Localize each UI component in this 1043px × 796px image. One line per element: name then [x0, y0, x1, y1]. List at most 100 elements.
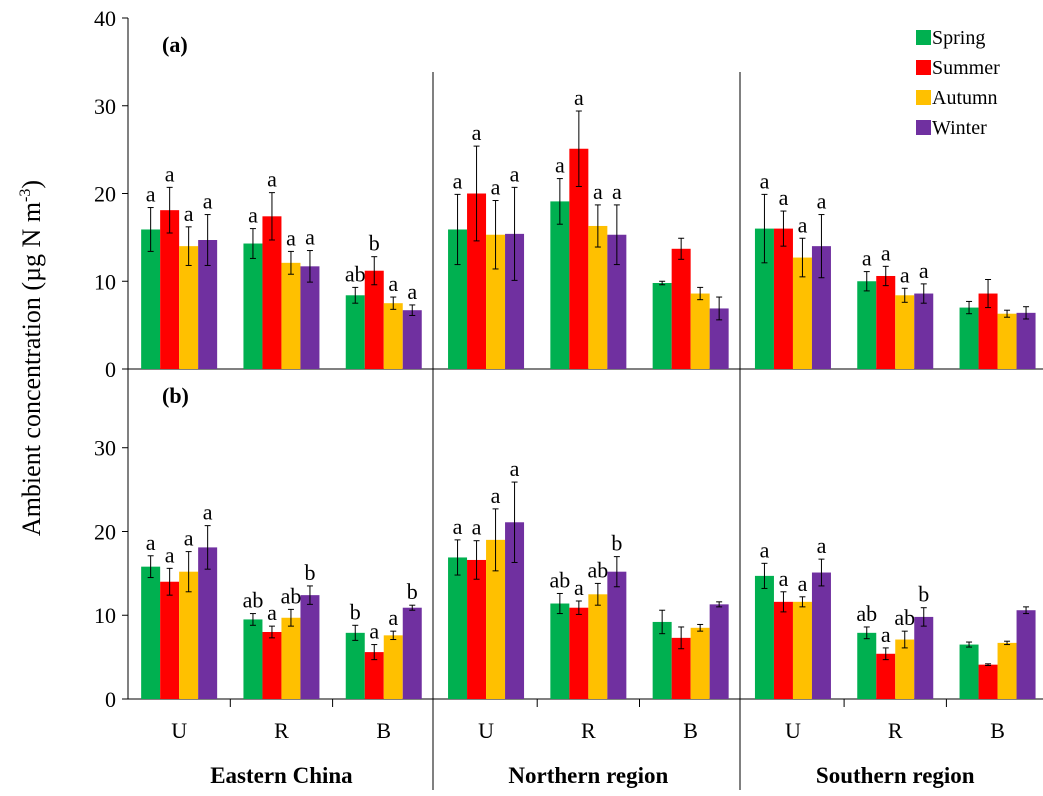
x-tick-label: U: [171, 718, 187, 743]
bar: [448, 229, 468, 369]
bar: [690, 627, 710, 699]
significance-letter: a: [817, 533, 827, 558]
significance-letter: a: [146, 530, 156, 555]
significance-letter: ab: [281, 583, 302, 608]
y-axis-title-end: ): [17, 180, 46, 189]
significance-letter: a: [453, 514, 463, 539]
significance-letter: a: [472, 120, 482, 145]
bar: [345, 295, 365, 369]
bar: [141, 566, 161, 699]
significance-letter: a: [165, 161, 175, 186]
bar: [160, 210, 180, 369]
significance-letter: a: [305, 225, 315, 250]
significance-letter: a: [574, 575, 584, 600]
bar: [364, 270, 384, 369]
bar: [364, 652, 384, 699]
bar: [448, 557, 468, 699]
significance-letter: a: [472, 515, 482, 540]
bar: [243, 243, 263, 369]
significance-letter: ab: [587, 557, 608, 582]
bar: [1016, 610, 1036, 699]
y-axis-title: Ambient concentration (µg N m-3): [17, 180, 46, 536]
bar: [486, 234, 506, 369]
bar: [773, 228, 793, 369]
significance-letter: a: [248, 203, 258, 228]
significance-letter: a: [146, 182, 156, 207]
panel-label: (a): [162, 32, 188, 57]
bar: [652, 283, 672, 369]
significance-letter: a: [453, 168, 463, 193]
legend-label: Spring: [932, 27, 985, 49]
bar: [959, 644, 979, 699]
significance-letter: ab: [243, 588, 264, 613]
y-tick-label: 10: [94, 269, 116, 294]
significance-letter: b: [304, 560, 315, 585]
x-tick-label: R: [274, 718, 289, 743]
bar: [876, 275, 896, 369]
significance-letter: a: [388, 605, 398, 630]
bar: [402, 607, 422, 699]
bar: [262, 216, 282, 369]
legend-swatch: [916, 60, 931, 75]
legend-swatch: [916, 90, 931, 105]
bar: [671, 248, 691, 369]
significance-letter: b: [350, 599, 361, 624]
bar: [160, 581, 180, 699]
significance-letter: ab: [345, 261, 366, 286]
bar: [959, 307, 979, 369]
legend-label: Winter: [932, 117, 987, 139]
bar: [262, 631, 282, 699]
significance-letter: a: [798, 571, 808, 596]
bar: [588, 225, 608, 369]
significance-letter: a: [407, 279, 417, 304]
bar: [811, 246, 831, 369]
panel-label: (b): [162, 383, 189, 408]
significance-letter: a: [286, 225, 296, 250]
bar: [588, 594, 608, 699]
y-tick-label: 0: [105, 687, 116, 712]
y-tick-label: 10: [94, 603, 116, 628]
y-tick-label: 20: [94, 182, 116, 207]
x-tick-label: B: [990, 718, 1005, 743]
legend-swatch: [916, 120, 931, 135]
significance-letter: ab: [549, 567, 570, 592]
bar: [857, 632, 877, 699]
x-tick-label: R: [581, 718, 596, 743]
x-tick-label: R: [888, 718, 903, 743]
bar: [281, 262, 301, 369]
y-axis-title-sup: -3: [17, 189, 34, 202]
significance-letter: a: [760, 537, 770, 562]
bar: [569, 148, 589, 369]
significance-letter: b: [407, 579, 418, 604]
significance-letter: a: [798, 212, 808, 237]
bar: [179, 246, 199, 369]
legend-label: Autumn: [932, 87, 998, 109]
significance-letter: ab: [856, 601, 877, 626]
bar: [895, 295, 915, 369]
bar: [997, 642, 1017, 699]
group-label: Southern region: [816, 763, 975, 788]
significance-letter: a: [862, 246, 872, 271]
bar: [569, 607, 589, 699]
bar: [671, 637, 691, 699]
significance-letter: a: [491, 175, 501, 200]
bar: [383, 303, 403, 369]
bar: [914, 616, 934, 699]
bar: [141, 229, 161, 369]
bar: [754, 575, 774, 699]
bar: [811, 572, 831, 699]
significance-letter: a: [593, 179, 603, 204]
bar: [997, 313, 1017, 369]
bar: [402, 310, 422, 369]
y-tick-label: 30: [94, 436, 116, 461]
bar: [978, 664, 998, 699]
significance-letter: a: [900, 262, 910, 287]
bar: [1016, 312, 1036, 369]
bar: [198, 547, 218, 699]
significance-letter: a: [203, 500, 213, 525]
group-label: Northern region: [508, 763, 668, 788]
bar: [857, 281, 877, 369]
significance-letter: b: [918, 582, 929, 607]
